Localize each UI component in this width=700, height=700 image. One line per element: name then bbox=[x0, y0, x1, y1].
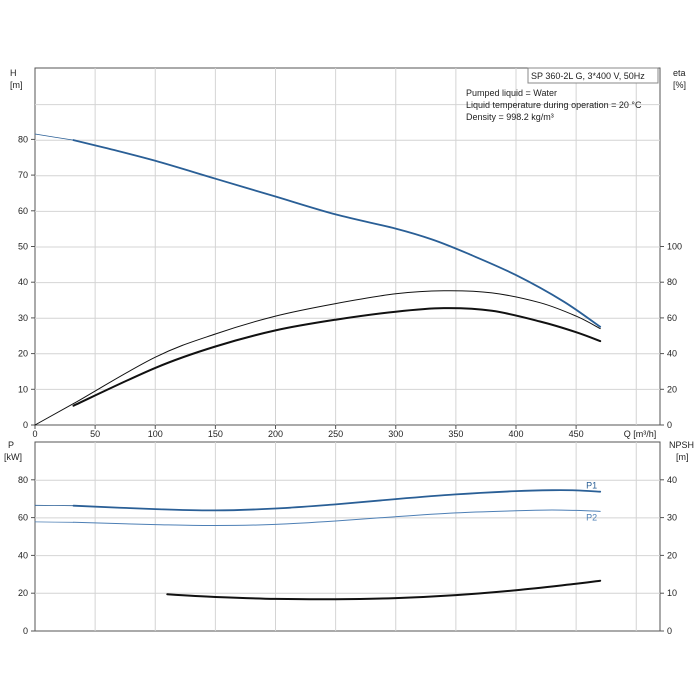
y-left-tick-label: 0 bbox=[23, 420, 28, 430]
model-label-box bbox=[527, 67, 659, 84]
y-right-axis-label: NPSH bbox=[669, 440, 694, 450]
y-left-tick-label: 30 bbox=[18, 313, 28, 323]
x-tick-label: 400 bbox=[508, 429, 523, 439]
model-label: SP 360-2L G, 3*400 V, 50Hz bbox=[531, 71, 645, 81]
y-right-tick-label: 20 bbox=[667, 384, 677, 394]
x-tick-label: 100 bbox=[148, 429, 163, 439]
y-left-tick-label: 80 bbox=[18, 134, 28, 144]
x-tick-label: 200 bbox=[268, 429, 283, 439]
y-right-tick-label: 100 bbox=[667, 242, 682, 252]
y-left-tick-label: 60 bbox=[18, 206, 28, 216]
head-efficiency-panel: 0 50 100 150 200 250 300 350 400 450 Q [m³/h]01020… bbox=[10, 67, 686, 439]
series-curve bbox=[34, 290, 601, 426]
y-right-tick-label: 10 bbox=[667, 588, 677, 598]
y-left-tick-label: 20 bbox=[18, 588, 28, 598]
series-curve bbox=[34, 133, 74, 141]
y-right-axis-unit: [%] bbox=[673, 80, 686, 90]
y-right-tick-label: 60 bbox=[667, 313, 677, 323]
pump-info-box: SP 360-2L G, 3*400 V, 50Hz Pumped liquid… bbox=[466, 67, 659, 122]
y-right-tick-label: 30 bbox=[667, 513, 677, 523]
y-right-tick-label: 0 bbox=[667, 420, 672, 430]
y-right-axis-label: eta bbox=[673, 68, 686, 78]
y-left-tick-label: 0 bbox=[23, 626, 28, 636]
y-left-axis-label: H bbox=[10, 68, 17, 78]
series-curve bbox=[72, 139, 602, 328]
series-p1-label: P1 bbox=[586, 481, 597, 491]
temperature-label: Liquid temperature during operation = 20… bbox=[466, 100, 642, 110]
y-left-tick-label: 40 bbox=[18, 277, 28, 287]
y-right-tick-label: 20 bbox=[667, 550, 677, 560]
y-left-tick-label: 80 bbox=[18, 475, 28, 485]
series-curve bbox=[72, 307, 602, 407]
y-left-tick-label: 40 bbox=[18, 550, 28, 560]
y-left-tick-label: 70 bbox=[18, 170, 28, 180]
y-right-tick-label: 0 bbox=[667, 626, 672, 636]
plot-frame bbox=[34, 441, 661, 632]
x-tick-label: 0 bbox=[32, 429, 37, 439]
x-tick-label: 250 bbox=[328, 429, 343, 439]
x-axis-label: Q [m³/h] bbox=[624, 429, 657, 439]
density-label: Density = 998.2 kg/m³ bbox=[466, 112, 554, 122]
y-left-tick-label: 10 bbox=[18, 384, 28, 394]
y-left-axis-unit: [kW] bbox=[4, 452, 22, 462]
x-tick-label: 450 bbox=[569, 429, 584, 439]
y-left-axis-label: P bbox=[8, 440, 14, 450]
y-left-tick-label: 50 bbox=[18, 242, 28, 252]
series-p1-line bbox=[72, 489, 602, 512]
liquid-label: Pumped liquid = Water bbox=[466, 88, 557, 98]
y-right-tick-label: 40 bbox=[667, 349, 677, 359]
y-left-axis-unit: [m] bbox=[10, 80, 23, 90]
y-right-tick-label: 40 bbox=[667, 475, 677, 485]
series-p2-line bbox=[73, 509, 601, 527]
y-right-tick-label: 80 bbox=[667, 277, 677, 287]
x-tick-label: 150 bbox=[208, 429, 223, 439]
x-tick-label: 350 bbox=[448, 429, 463, 439]
series-curve bbox=[166, 579, 602, 601]
power-npsh-panel: 0 20 40 60 80 P [kW] 0 10 20 30 40 NPSH [m] P1 P2 bbox=[4, 440, 694, 636]
y-right-axis-unit: [m] bbox=[676, 452, 689, 462]
x-tick-label: 300 bbox=[388, 429, 403, 439]
y-left-tick-label: 20 bbox=[18, 349, 28, 359]
y-left-tick-label: 60 bbox=[18, 513, 28, 523]
series-p2-label: P2 bbox=[586, 512, 597, 522]
x-tick-label: 50 bbox=[90, 429, 100, 439]
